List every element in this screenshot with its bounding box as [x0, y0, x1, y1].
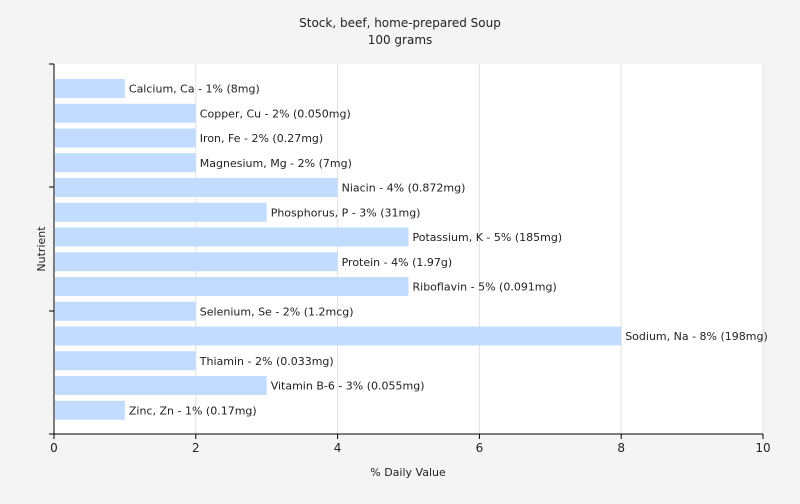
bar-label: Iron, Fe - 2% (0.27mg) [200, 132, 323, 145]
bar [55, 79, 125, 98]
bar [55, 301, 196, 321]
bar [55, 178, 338, 197]
bar [55, 103, 196, 123]
bar-label: Selenium, Se - 2% (1.2mcg) [200, 305, 354, 318]
bar [55, 128, 196, 148]
bar-label: Calcium, Ca - 1% (8mg) [129, 83, 260, 96]
bar-label: Riboflavin - 5% (0.091mg) [413, 281, 557, 294]
gridlines [195, 64, 764, 434]
bar [55, 153, 196, 173]
bar-label: Phosphorus, P - 3% (31mg) [271, 206, 421, 219]
bar-label: Copper, Cu - 2% (0.050mg) [200, 107, 351, 120]
bar-label: Sodium, Na - 8% (198mg) [625, 330, 768, 343]
bar [55, 202, 267, 222]
bar-label: Potassium, K - 5% (185mg) [413, 231, 563, 244]
bar [55, 277, 409, 296]
bar-label: Magnesium, Mg - 2% (7mg) [200, 157, 352, 170]
x-ticks: 0 2 4 6 8 10 [49, 63, 771, 455]
bar [55, 351, 196, 371]
chart-subtitle: 100 grams [368, 33, 433, 47]
chart-title: Stock, beef, home-prepared Soup [299, 16, 501, 30]
bar [55, 227, 409, 247]
bar-label: Thiamin - 2% (0.033mg) [199, 355, 334, 368]
bar-label: Vitamin B-6 - 3% (0.055mg) [271, 380, 425, 393]
bar [55, 326, 622, 346]
x-tick-label: 10 [755, 441, 770, 455]
x-axis-label: % Daily Value [370, 466, 446, 479]
x-tick-label: 2 [192, 441, 200, 455]
bars: Calcium, Ca - 1% (8mg) Copper, Cu - 2% (0… [55, 79, 768, 420]
bar-label: Zinc, Zn - 1% (0.17mg) [129, 404, 257, 417]
y-axis-label: Nutrient [35, 226, 48, 272]
bar [55, 400, 125, 420]
x-tick-label: 6 [476, 441, 484, 455]
bar [55, 252, 338, 272]
x-tick-label: 0 [50, 441, 58, 455]
bar [55, 376, 267, 395]
axes [53, 64, 763, 435]
bar-label: Protein - 4% (1.97g) [342, 256, 453, 269]
x-tick-label: 4 [334, 441, 342, 455]
x-tick-label: 8 [617, 441, 625, 455]
plot-area [54, 64, 763, 434]
bar-label: Niacin - 4% (0.872mg) [342, 182, 466, 195]
